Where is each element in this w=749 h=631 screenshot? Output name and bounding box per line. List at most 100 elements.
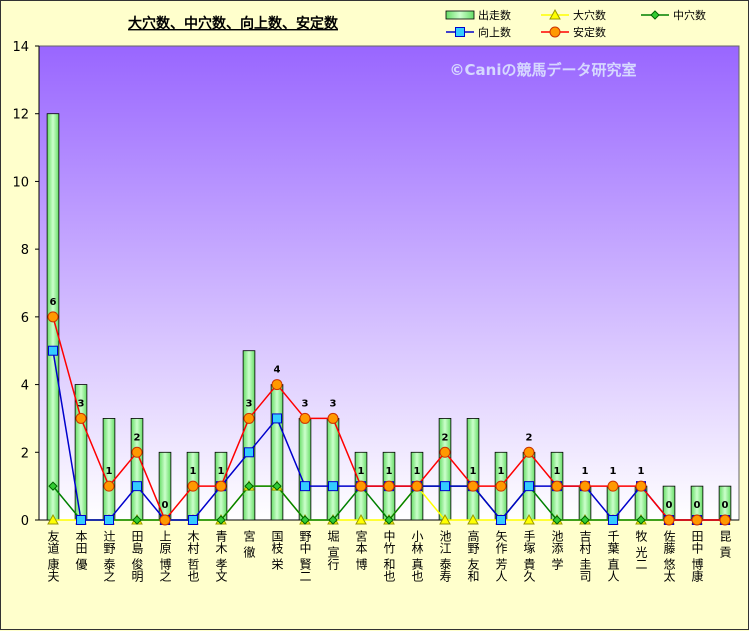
marker-2-14 (440, 481, 450, 492)
legend-swatch-0 (445, 10, 475, 20)
x-tick-label-9: 野中 賢二 (298, 530, 312, 582)
legend-marker-2 (650, 10, 660, 20)
marker-3-7 (243, 412, 255, 424)
data-label-20: 1 (610, 466, 617, 477)
marker-1-6 (216, 515, 226, 525)
bar-7 (242, 350, 256, 521)
marker-3-10 (327, 412, 339, 424)
marker-1-0 (48, 481, 58, 491)
marker-3-17 (523, 446, 535, 458)
data-label-1: 3 (78, 398, 85, 409)
x-tick-label-4: 上原 博之 (158, 530, 172, 582)
legend-label-3: 向上数 (478, 25, 511, 39)
data-label-24: 0 (722, 500, 729, 511)
data-label-13: 1 (414, 466, 421, 477)
marker-3-12 (383, 480, 395, 492)
x-tick-label-17: 手塚 貴久 (522, 530, 536, 583)
marker-3-14 (439, 446, 451, 458)
x-tick-label-5: 木村 哲也 (186, 530, 200, 582)
y-tick-label: 2 (21, 446, 29, 461)
x-tick-label-13: 小林 真也 (410, 530, 424, 582)
y-tick-label: 0 (21, 514, 29, 529)
marker-2-10 (328, 481, 338, 492)
marker-3-9 (299, 412, 311, 424)
marker-1-19 (580, 515, 590, 525)
marker-3-11 (355, 480, 367, 492)
data-label-21: 1 (638, 466, 645, 477)
y-tick-label: 4 (21, 379, 29, 394)
data-label-7: 3 (246, 398, 253, 409)
x-tick-label-21: 牧 光二 (634, 530, 648, 570)
marker-2-8 (272, 413, 282, 424)
data-label-10: 3 (330, 398, 337, 409)
marker-0-17 (523, 513, 535, 525)
x-tick-label-0: 友道 康夫 (46, 530, 60, 583)
x-tick-label-7: 宮 徹 (242, 529, 256, 558)
data-label-19: 1 (582, 466, 589, 477)
legend-label-0: 出走数 (478, 8, 511, 22)
bar-8 (270, 384, 284, 521)
marker-1-9 (300, 515, 310, 525)
marker-0-11 (355, 513, 367, 525)
marker-1-12 (384, 515, 394, 525)
marker-3-3 (131, 446, 143, 458)
marker-2-9 (300, 481, 310, 492)
x-tick-label-11: 宮本 博 (354, 529, 368, 570)
plot-area (38, 45, 740, 521)
x-tick-label-22: 佐藤 悠太 (662, 530, 676, 582)
legend-marker-1 (549, 8, 561, 20)
marker-2-2 (104, 515, 114, 525)
marker-3-23 (691, 514, 703, 526)
chart-title: 大穴数、中穴数、向上数、安定数 (128, 15, 339, 32)
x-tick-label-10: 堀 宣行 (326, 529, 340, 570)
data-label-9: 3 (302, 398, 309, 409)
marker-2-5 (188, 515, 198, 525)
x-tick-label-18: 池添 学 (550, 530, 564, 570)
marker-1-8 (272, 481, 282, 491)
legend-label-1: 大穴数 (573, 8, 606, 22)
x-tick-label-6: 青木 孝文 (214, 530, 228, 582)
marker-3-4 (159, 514, 171, 526)
x-tick-label-19: 吉村 圭司 (578, 530, 592, 582)
data-label-16: 1 (498, 466, 505, 477)
legend-label-2: 中穴数 (673, 8, 706, 22)
data-label-11: 1 (358, 466, 365, 477)
data-label-15: 1 (470, 466, 477, 477)
marker-3-21 (635, 480, 647, 492)
marker-2-20 (608, 515, 618, 525)
marker-3-16 (495, 480, 507, 492)
marker-2-0 (48, 345, 58, 356)
y-tick-label: 10 (12, 175, 29, 190)
marker-3-6 (215, 480, 227, 492)
marker-2-7 (244, 447, 254, 458)
marker-3-13 (411, 480, 423, 492)
x-tick-label-15: 高野 友和 (466, 529, 480, 582)
marker-3-0 (47, 311, 59, 323)
x-tick-label-2: 辻野 泰之 (102, 530, 116, 582)
marker-3-1 (75, 412, 87, 424)
data-label-23: 0 (694, 500, 701, 511)
marker-2-16 (496, 515, 506, 525)
series-markers (47, 311, 731, 526)
marker-0-14 (439, 513, 451, 525)
marker-1-21 (636, 515, 646, 525)
x-tick-label-3: 田島 俊明 (130, 530, 144, 582)
data-label-14: 2 (442, 432, 449, 443)
x-tick-label-16: 矢作 芳人 (494, 530, 508, 582)
marker-1-7 (244, 481, 254, 491)
y-tick-label: 6 (21, 311, 29, 326)
data-label-8: 4 (274, 365, 281, 376)
marker-3-20 (607, 480, 619, 492)
legend-box (438, 5, 743, 43)
y-tick-label: 12 (12, 108, 29, 123)
data-label-2: 1 (106, 466, 113, 477)
watermark: ©Caniの競馬データ研究室 (450, 61, 637, 79)
x-tick-label-14: 池江 泰寿 (438, 530, 452, 582)
marker-2-17 (524, 481, 534, 492)
data-label-0: 6 (50, 297, 57, 308)
data-label-18: 1 (554, 466, 561, 477)
x-tick-label-24: 昆 貢 (718, 530, 732, 559)
